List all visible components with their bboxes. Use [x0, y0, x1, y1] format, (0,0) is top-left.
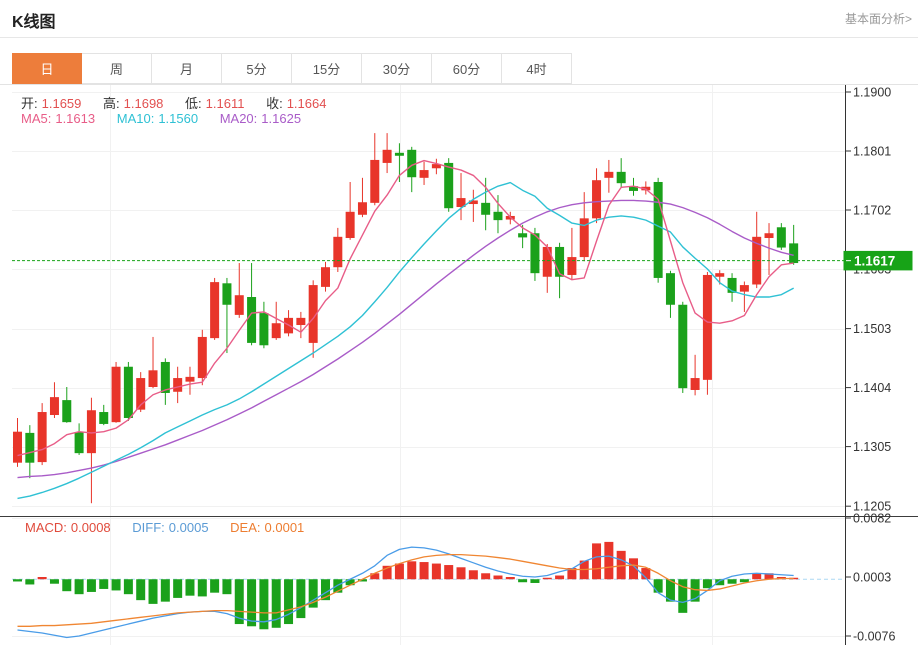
- high-label: 高:: [103, 96, 120, 111]
- ma20-line: [17, 199, 794, 479]
- last-price-tag: 1.1617: [843, 250, 913, 271]
- close-label: 收:: [266, 96, 283, 111]
- macd-tick-label: 0.0082: [853, 512, 891, 526]
- price-tick-label: 1.1503: [853, 322, 891, 336]
- ma10-line: [17, 181, 794, 500]
- low-value: 1.1611: [205, 96, 245, 111]
- ohlc-legend: 开: 1.1659 高: 1.1698 低: 1.1611 收: 1.1664: [21, 93, 344, 112]
- tab-15min[interactable]: 15分: [292, 53, 362, 84]
- macd-histogram: [13, 541, 799, 630]
- high-value: 1.1698: [123, 96, 164, 111]
- tab-day[interactable]: 日: [12, 53, 82, 84]
- ma20-value: 1.1625: [261, 111, 302, 126]
- interval-tabs: 日 周 月 5分 15分 30分 60分 4时: [12, 53, 572, 84]
- tab-5min[interactable]: 5分: [222, 53, 292, 84]
- macd-tick-label: 0.0003: [853, 571, 891, 585]
- dea-line: [17, 553, 794, 627]
- ma5-label: MA5:: [21, 111, 52, 126]
- open-label: 开:: [21, 96, 38, 111]
- ma10-label: MA10:: [116, 111, 155, 126]
- tab-4hour[interactable]: 4时: [502, 53, 572, 84]
- page-title: K线图: [12, 14, 56, 31]
- macd-tick-label: -0.0076: [853, 630, 895, 644]
- svg-text:1.1617: 1.1617: [854, 254, 895, 269]
- diff-value: 0.0005: [168, 520, 209, 535]
- price-axis: 1.19001.18011.17021.16031.15031.14041.13…: [845, 85, 895, 645]
- tabs-underline: [0, 84, 918, 85]
- tab-month[interactable]: 月: [152, 53, 222, 84]
- price-tick-label: 1.1900: [853, 86, 891, 100]
- ma-legend: MA5: 1.1613 MA10: 1.1560 MA20: 1.1625: [21, 111, 319, 126]
- title-divider: [0, 37, 918, 38]
- ma20-label: MA20:: [219, 111, 258, 126]
- price-tick-label: 1.1404: [853, 381, 891, 395]
- close-value: 1.1664: [286, 96, 327, 111]
- price-tick-label: 1.1305: [853, 440, 891, 454]
- low-label: 低:: [185, 96, 202, 111]
- diff-label: DIFF:: [132, 520, 165, 535]
- tab-30min[interactable]: 30分: [362, 53, 432, 84]
- dea-label: DEA:: [230, 520, 261, 535]
- open-value: 1.1659: [41, 96, 82, 111]
- tab-week[interactable]: 周: [82, 53, 152, 84]
- macd-value: 0.0008: [70, 520, 111, 535]
- ma5-value: 1.1613: [55, 111, 96, 126]
- candles: [13, 133, 799, 504]
- price-tick-label: 1.1702: [853, 204, 891, 218]
- tab-60min[interactable]: 60分: [432, 53, 502, 84]
- macd-label: MACD:: [25, 520, 67, 535]
- price-tick-label: 1.1205: [853, 500, 891, 514]
- macd-legend: MACD: 0.0008 DIFF: 0.0005 DEA: 0.0001: [25, 520, 322, 535]
- ma10-value: 1.1560: [158, 111, 199, 126]
- dea-value: 0.0001: [264, 520, 305, 535]
- price-tick-label: 1.1801: [853, 145, 891, 159]
- diff-line: [17, 546, 794, 639]
- fundamental-analysis-link[interactable]: 基本面分析>: [844, 12, 912, 26]
- ma5-line: [17, 159, 794, 457]
